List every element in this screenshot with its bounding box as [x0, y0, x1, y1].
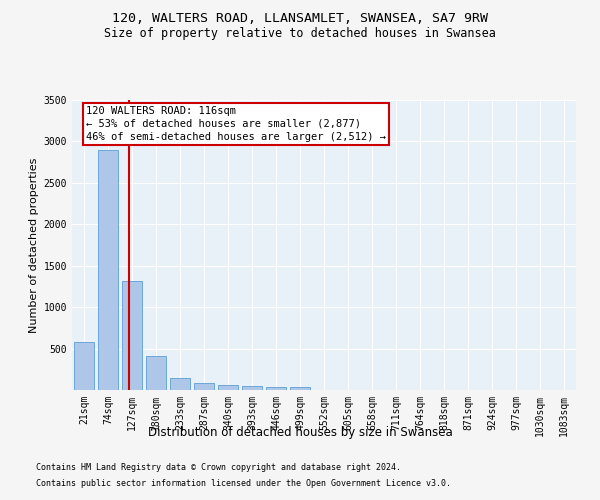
Text: Contains public sector information licensed under the Open Government Licence v3: Contains public sector information licen… — [36, 478, 451, 488]
Bar — [218, 386, 238, 390]
Bar — [146, 356, 166, 390]
Bar — [194, 384, 214, 390]
Y-axis label: Number of detached properties: Number of detached properties — [29, 158, 40, 332]
Text: 120 WALTERS ROAD: 116sqm
← 53% of detached houses are smaller (2,877)
46% of sem: 120 WALTERS ROAD: 116sqm ← 53% of detach… — [86, 106, 386, 142]
Bar — [98, 150, 118, 390]
Text: Distribution of detached houses by size in Swansea: Distribution of detached houses by size … — [148, 426, 452, 439]
Text: Contains HM Land Registry data © Crown copyright and database right 2024.: Contains HM Land Registry data © Crown c… — [36, 464, 401, 472]
Bar — [122, 282, 142, 390]
Bar — [74, 342, 94, 390]
Text: Size of property relative to detached houses in Swansea: Size of property relative to detached ho… — [104, 28, 496, 40]
Text: 120, WALTERS ROAD, LLANSAMLET, SWANSEA, SA7 9RW: 120, WALTERS ROAD, LLANSAMLET, SWANSEA, … — [112, 12, 488, 26]
Bar — [170, 378, 190, 390]
Bar — [266, 386, 286, 390]
Bar — [290, 387, 310, 390]
Bar — [242, 386, 262, 390]
